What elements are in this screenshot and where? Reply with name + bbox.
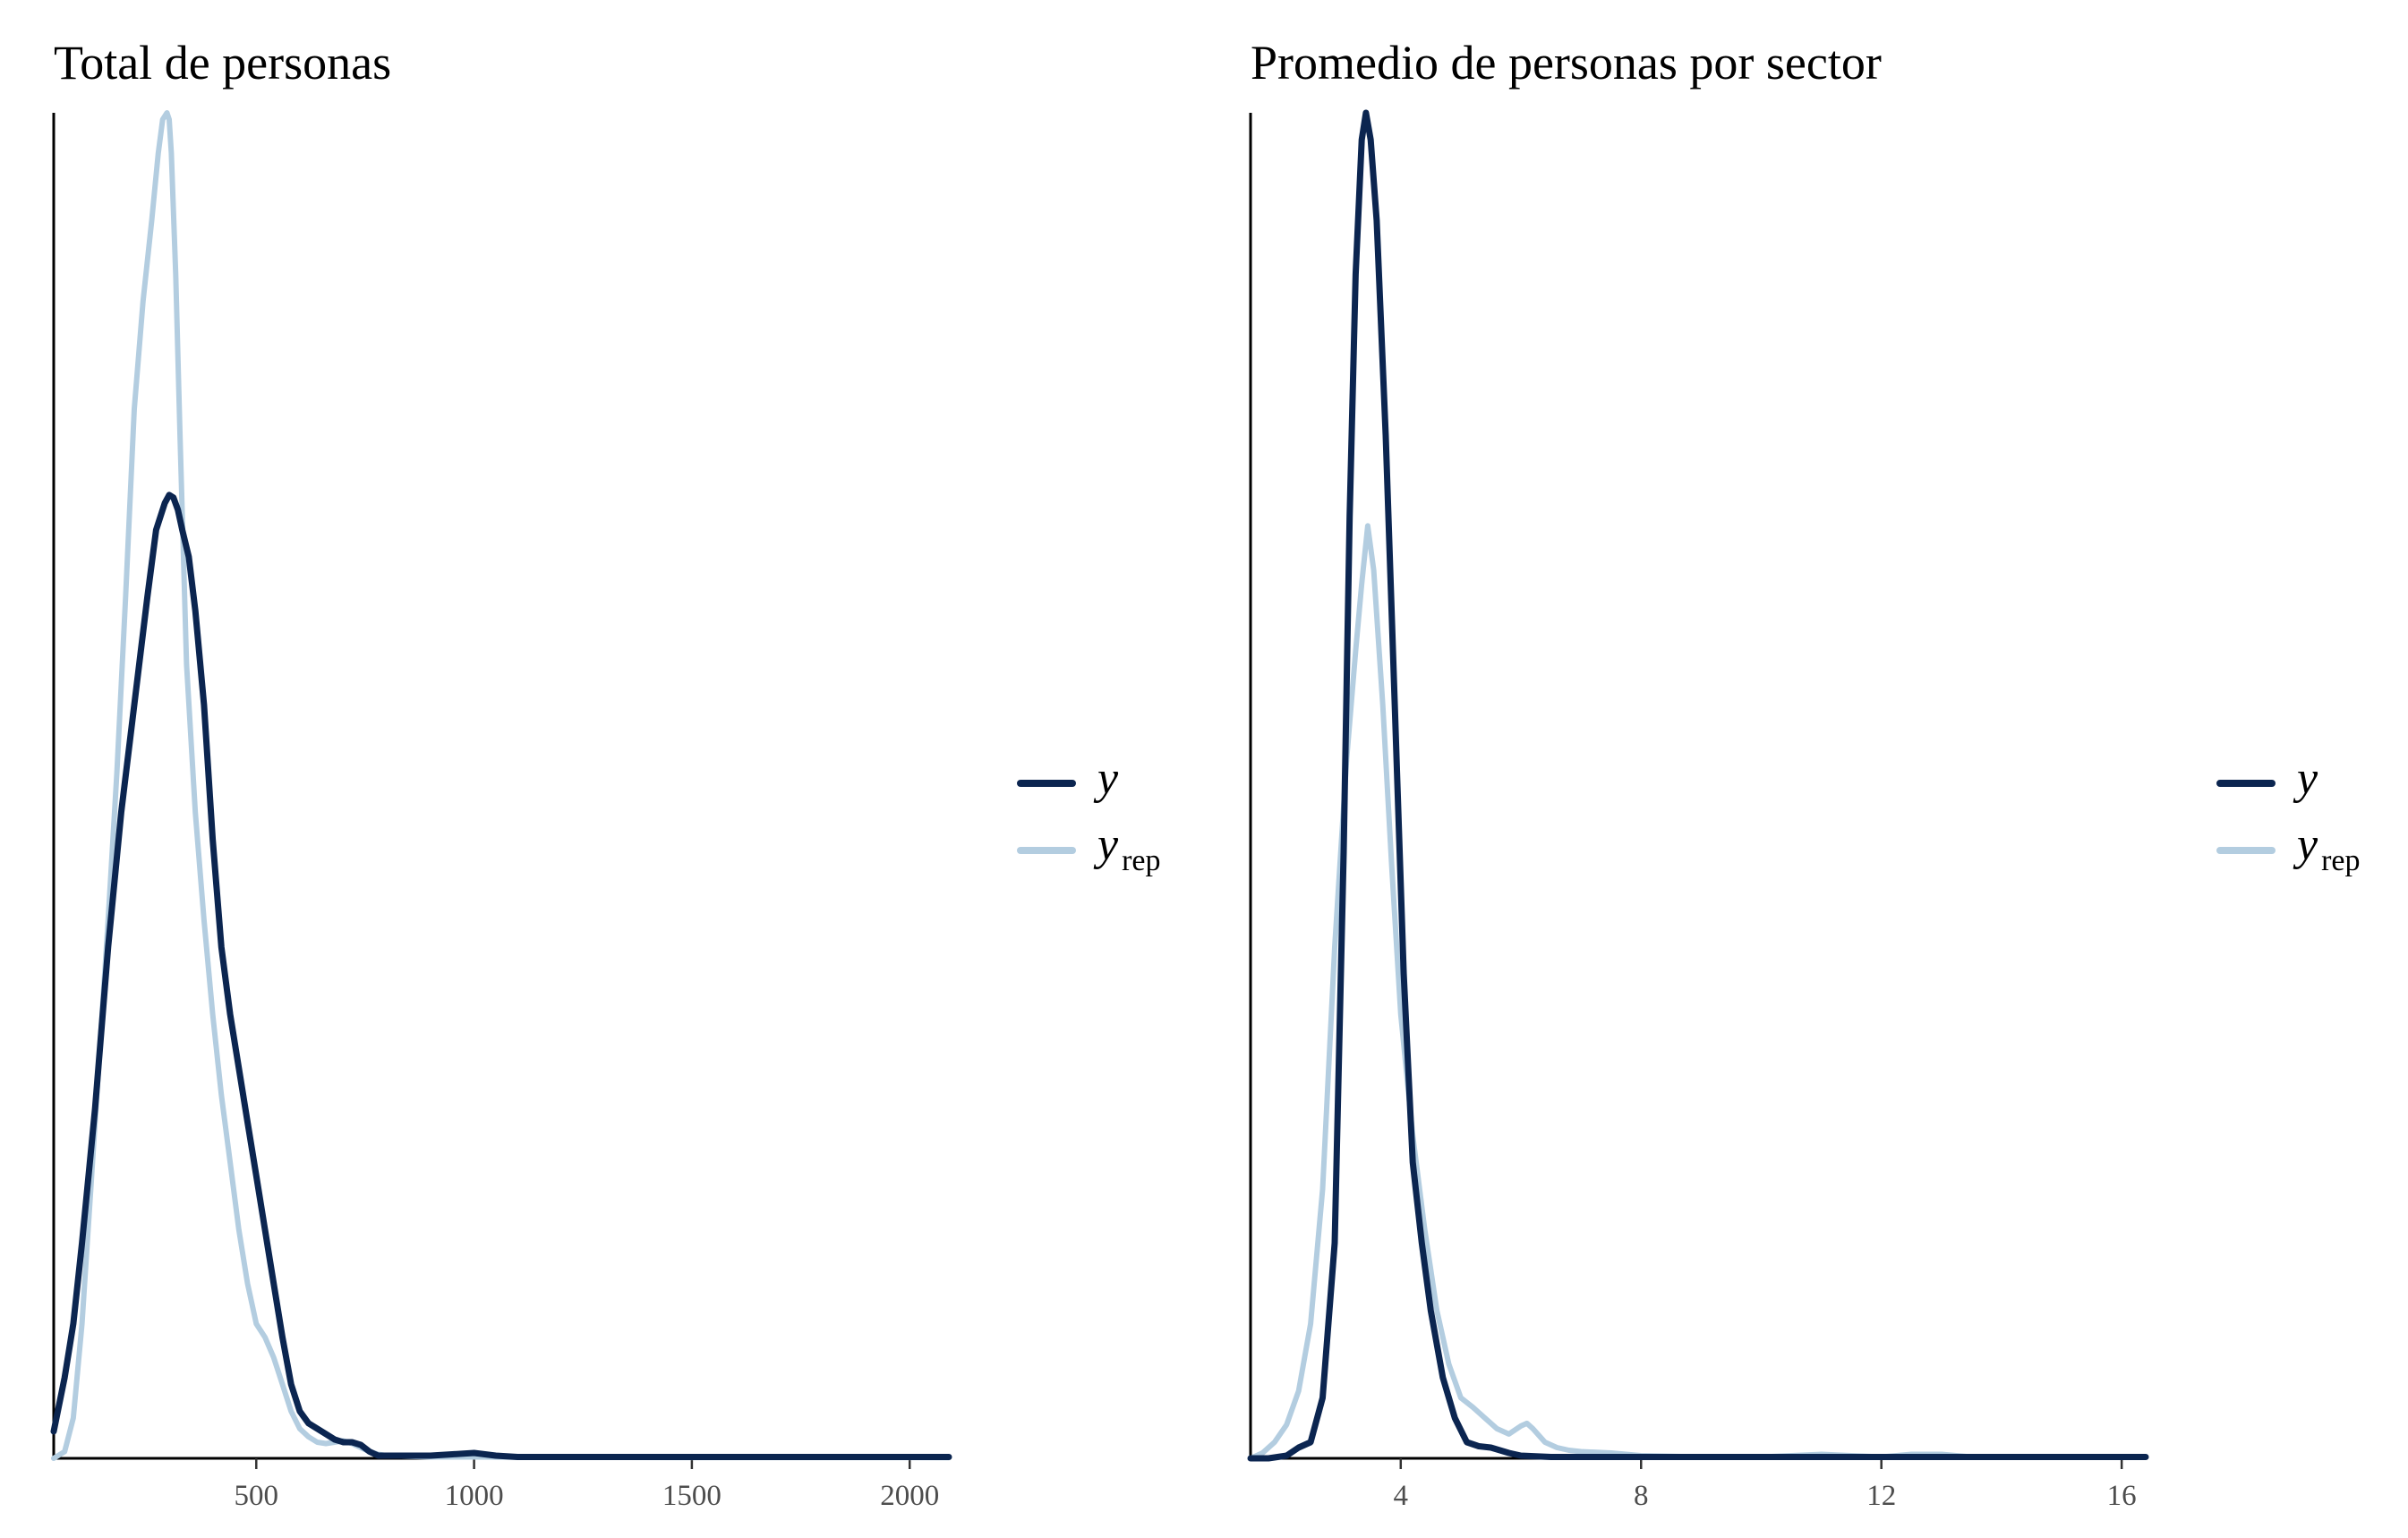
legend-yrep-sub: rep — [2321, 844, 2360, 877]
legend-yrep-sub: rep — [1122, 844, 1160, 877]
series-line-y — [1247, 109, 2149, 1462]
panel-total-de-personas: Total de personas 500 1000 1500 2000 y y rep — [50, 36, 1161, 1512]
x-tick-label: 500 — [235, 1480, 279, 1512]
x-ticks: 4 8 12 16 — [1394, 1458, 2137, 1512]
x-tick-label: 12 — [1866, 1480, 1896, 1512]
legend: y y rep — [1017, 753, 1161, 877]
legend-yrep-main: y — [1093, 819, 1119, 870]
x-ticks: 500 1000 1500 2000 — [235, 1458, 939, 1512]
series-line-yrep — [51, 110, 952, 1461]
chart-title: Promedio de personas por sector — [1251, 36, 1882, 90]
legend-y-label: y — [2293, 753, 2318, 804]
x-tick-label: 16 — [2107, 1480, 2137, 1512]
x-tick-label: 2000 — [880, 1480, 939, 1512]
legend: y y rep — [2216, 753, 2361, 877]
chart-title: Total de personas — [54, 36, 391, 90]
legend-y-label: y — [1093, 753, 1119, 804]
x-tick-label: 1000 — [445, 1480, 504, 1512]
panel-promedio-de-personas-por-sector: Promedio de personas por sector 4 8 12 16 y… — [1247, 36, 2361, 1512]
x-tick-label: 4 — [1394, 1480, 1409, 1512]
density-lines — [1247, 109, 2149, 1462]
density-lines — [50, 110, 952, 1461]
legend-yrep-label: y rep — [1093, 819, 1161, 877]
legend-yrep-label: y rep — [2293, 819, 2361, 877]
series-line-y — [50, 491, 952, 1460]
legend-yrep-main: y — [2293, 819, 2318, 870]
series-line-yrep — [1248, 523, 2148, 1461]
x-tick-label: 8 — [1634, 1480, 1649, 1512]
x-tick-label: 1500 — [662, 1480, 722, 1512]
